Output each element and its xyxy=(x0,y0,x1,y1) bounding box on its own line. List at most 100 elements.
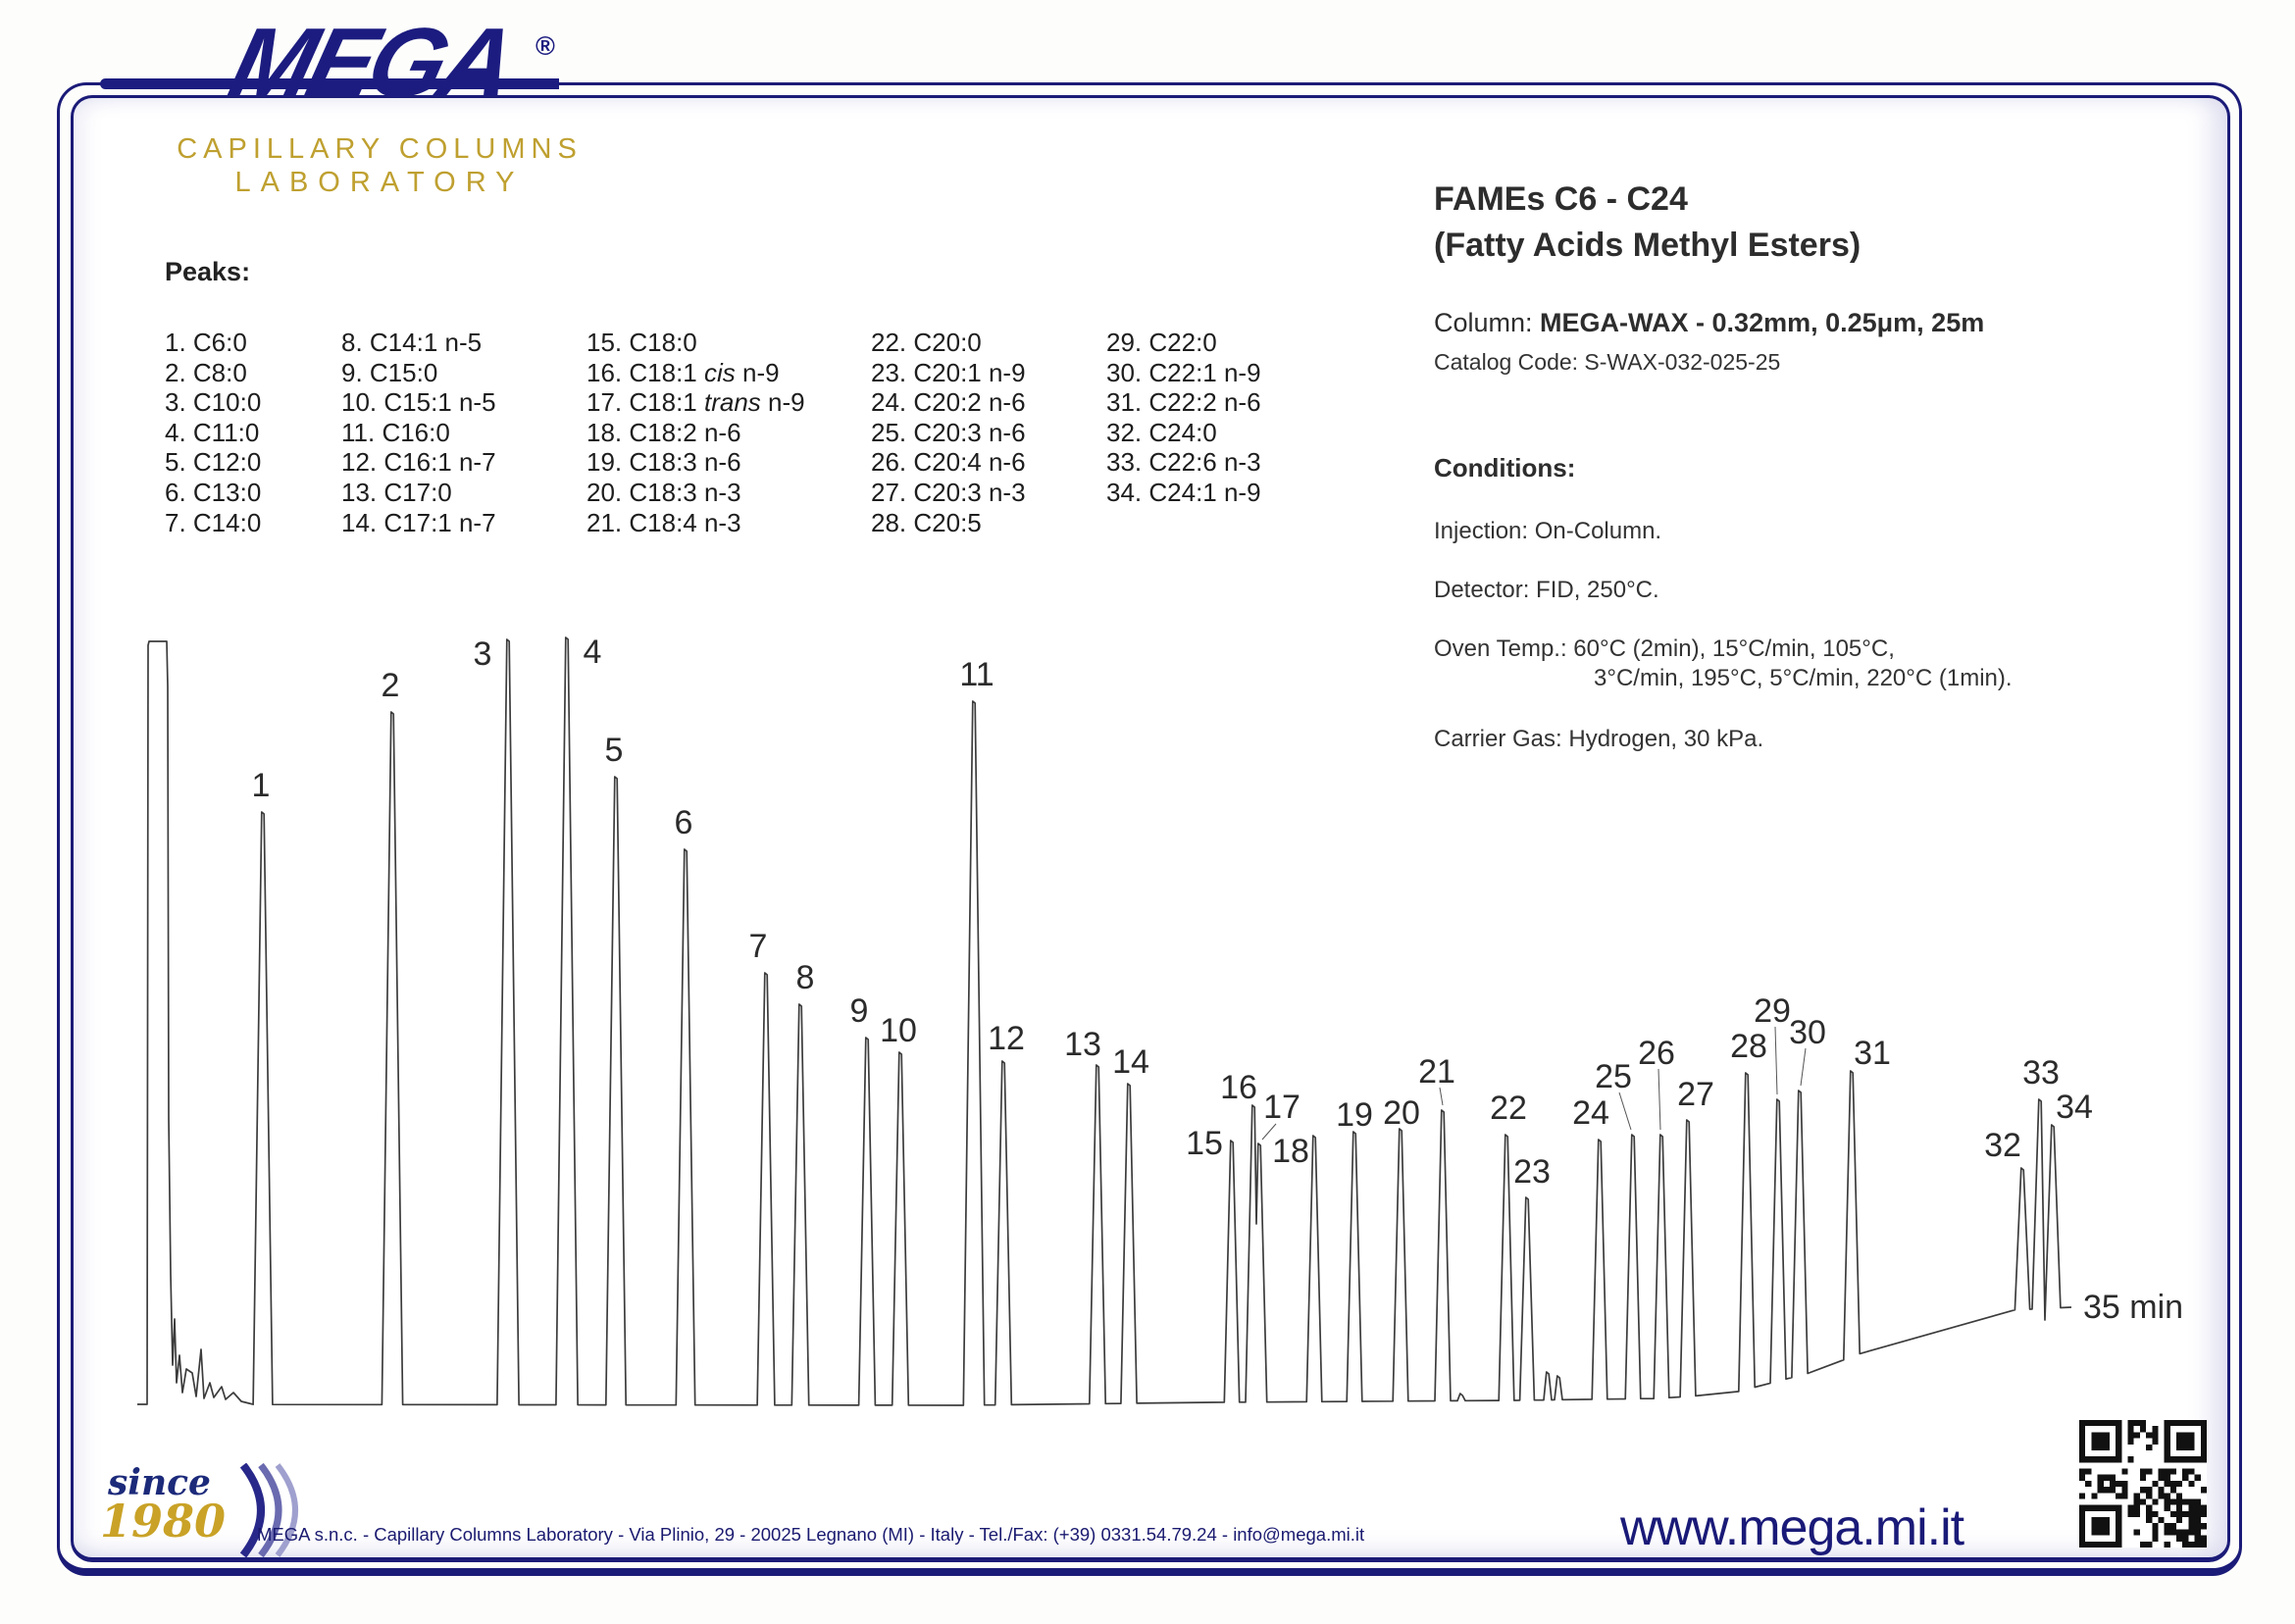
peak-list-item: 7. C14:0 xyxy=(165,507,262,537)
peak-list-item: 19. C18:3 n-6 xyxy=(586,447,741,478)
website-url: www.mega.mi.it xyxy=(1620,1499,1964,1556)
peak-list-item: 34. C24:1 n-9 xyxy=(1106,477,1261,507)
peak-list-item: 32. C24:0 xyxy=(1106,417,1217,447)
column-label: Column: xyxy=(1434,308,1541,337)
peak-list-item: 6. C13:0 xyxy=(165,477,262,507)
peak-label-28: 28 xyxy=(1730,1028,1767,1065)
peak-list-item: 29. C22:0 xyxy=(1106,328,1217,357)
registered-trademark-icon: ® xyxy=(536,31,555,61)
peak-label-7: 7 xyxy=(749,928,768,965)
footer-address: MEGA s.n.c. - Capillary Columns Laborato… xyxy=(257,1524,1365,1545)
peak-list-item: 18. C18:2 n-6 xyxy=(586,417,741,447)
peak-label-3: 3 xyxy=(474,635,492,673)
chromatogram-trace xyxy=(137,636,2072,1406)
peak-leader-29 xyxy=(1774,1026,1778,1095)
peak-label-26: 26 xyxy=(1638,1035,1675,1072)
catalog-code: Catalog Code: S-WAX-032-025-25 xyxy=(1434,349,1781,375)
peak-list-item: 15. C18:0 xyxy=(586,328,697,357)
peak-list-item: 28. C20:5 xyxy=(871,507,982,537)
peak-label-8: 8 xyxy=(796,959,815,996)
peak-list-item: 1. C6:0 xyxy=(165,328,247,357)
peak-label-16: 16 xyxy=(1220,1069,1257,1106)
logo-subtitle-laboratory: LABORATORY xyxy=(234,167,525,198)
peak-list-item: 16. C18:1 cis n-9 xyxy=(586,357,780,387)
peak-label-34: 34 xyxy=(2056,1089,2093,1126)
peak-label-17: 17 xyxy=(1263,1089,1300,1126)
peak-label-21: 21 xyxy=(1418,1053,1455,1091)
title-line-1: FAMEs C6 - C24 xyxy=(1434,180,1688,218)
peak-list-item: 17. C18:1 trans n-9 xyxy=(586,387,805,418)
peak-list-item: 23. C20:1 n-9 xyxy=(871,357,1026,387)
page-title: FAMEs C6 - C24 (Fatty Acids Methyl Ester… xyxy=(1434,177,1861,269)
peak-label-19: 19 xyxy=(1336,1096,1373,1134)
peak-label-2: 2 xyxy=(382,667,400,704)
x-axis-end-label: 35 min xyxy=(2083,1289,2183,1326)
column-value: MEGA-WAX - 0.32mm, 0.25μm, 25m xyxy=(1540,308,1985,337)
logo-arcs-icon xyxy=(239,1463,298,1557)
peak-label-30: 30 xyxy=(1789,1014,1826,1051)
page-border-inner xyxy=(71,95,2230,1562)
peak-list-item: 20. C18:3 n-3 xyxy=(586,477,741,507)
condition-injection: Injection: On-Column. xyxy=(1434,518,1662,544)
peak-label-29: 29 xyxy=(1754,992,1791,1030)
peak-list-item: 9. C15:0 xyxy=(341,357,438,387)
logo-underline-bar xyxy=(100,78,559,89)
peak-list-item: 10. C15:1 n-5 xyxy=(341,387,496,418)
peak-label-4: 4 xyxy=(584,634,602,671)
since-text: since xyxy=(108,1462,211,1503)
peak-list-item: 11. C16:0 xyxy=(341,417,450,447)
peak-label-9: 9 xyxy=(850,992,869,1030)
year-1980-text: 1980 xyxy=(100,1495,227,1548)
peak-leader-26 xyxy=(1658,1068,1661,1131)
peak-list-item: 12. C16:1 n-7 xyxy=(341,447,496,478)
peak-leader-17 xyxy=(1261,1123,1277,1141)
peak-list-item: 26. C20:4 n-6 xyxy=(871,447,1026,478)
condition-carrier-gas: Carrier Gas: Hydrogen, 30 kPa. xyxy=(1434,726,1764,752)
peak-label-32: 32 xyxy=(1984,1127,2021,1164)
peak-label-27: 27 xyxy=(1677,1076,1714,1113)
condition-oven-line-1: Oven Temp.: 60°C (2min), 15°C/min, 105°C… xyxy=(1434,635,1895,662)
peak-label-10: 10 xyxy=(880,1012,917,1049)
peak-label-18: 18 xyxy=(1272,1133,1309,1170)
peak-list-item: 8. C14:1 n-5 xyxy=(341,328,483,357)
peak-label-25: 25 xyxy=(1595,1058,1632,1095)
peak-list-item: 27. C20:3 n-3 xyxy=(871,477,1026,507)
conditions-heading: Conditions: xyxy=(1434,453,1576,482)
peaks-list-column-4: 22. C20:0 23. C20:1 n-9 24. C20:2 n-6 25. C… xyxy=(871,328,1026,537)
peak-label-20: 20 xyxy=(1383,1094,1420,1132)
peak-label-22: 22 xyxy=(1490,1090,1527,1127)
peak-list-item: 30. C22:1 n-9 xyxy=(1106,357,1261,387)
condition-oven-line-2: 3°C/min, 195°C, 5°C/min, 220°C (1min). xyxy=(1594,665,2013,691)
peaks-list-heading: Peaks: xyxy=(165,257,251,286)
peak-label-12: 12 xyxy=(988,1020,1025,1057)
peak-label-14: 14 xyxy=(1112,1043,1149,1081)
page-border-outer xyxy=(57,82,2242,1576)
peak-label-24: 24 xyxy=(1572,1094,1609,1132)
peaks-list-column-3: 15. C18:0 16. C18:1 cis n-9 17. C18:1 tran… xyxy=(586,328,805,537)
qr-code xyxy=(2079,1420,2207,1548)
peak-leader-21 xyxy=(1439,1087,1444,1106)
peak-label-11: 11 xyxy=(959,656,994,693)
peak-list-item: 33. C22:6 n-3 xyxy=(1106,447,1261,478)
condition-detector: Detector: FID, 250°C. xyxy=(1434,577,1659,603)
peak-list-item: 22. C20:0 xyxy=(871,328,982,357)
peak-label-6: 6 xyxy=(675,804,693,841)
peak-list-item: 14. C17:1 n-7 xyxy=(341,507,496,537)
peak-list-item: 24. C20:2 n-6 xyxy=(871,387,1026,418)
peak-label-1: 1 xyxy=(252,767,271,804)
peak-list-item: 5. C12:0 xyxy=(165,447,262,478)
peaks-list-column-5: 29. C22:0 30. C22:1 n-9 31. C22:2 n-6 32. C… xyxy=(1106,328,1261,508)
peak-label-15: 15 xyxy=(1186,1125,1223,1162)
peak-leader-25 xyxy=(1618,1091,1632,1131)
peak-list-item: 31. C22:2 n-6 xyxy=(1106,387,1261,418)
peak-label-leader-lines xyxy=(1261,1026,1807,1141)
peak-list-item: 3. C10:0 xyxy=(165,387,262,418)
peak-list-item: 25. C20:3 n-6 xyxy=(871,417,1026,447)
logo-subtitle-capillary-columns: CAPILLARY COLUMNS xyxy=(177,133,583,165)
peak-leader-30 xyxy=(1800,1047,1807,1087)
peak-list-item: 21. C18:4 n-3 xyxy=(586,507,741,537)
peak-list-item: 2. C8:0 xyxy=(165,357,247,387)
peak-label-31: 31 xyxy=(1854,1035,1891,1072)
